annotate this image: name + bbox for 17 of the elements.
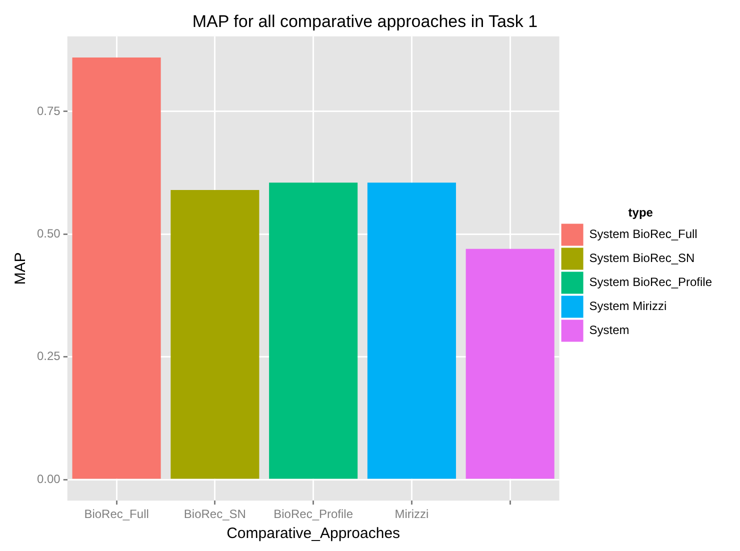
y-tick-label: 0.25 [36,349,61,364]
y-tick-label: 0.00 [36,472,61,486]
x-tick-label: BioRec_Full [84,507,149,522]
y-axis-title: MAP [12,252,30,285]
y-tick-label: 0.75 [36,104,61,118]
x-tick-label: BioRec_Profile [274,507,354,522]
legend-title: type [628,206,654,220]
legend-label: System BioRec_SN [589,251,695,266]
legend-label: System BioRec_Profile [589,275,712,290]
x-tick-label: BioRec_SN [184,507,246,522]
legend-label: System Mirizzi [589,299,667,314]
chart-title: MAP for all comparative approaches in Task 1 [192,12,538,31]
y-tick-label: 0.50 [36,226,61,240]
x-tick-label: Mirizzi [394,507,429,522]
x-axis-title: Comparative_Approaches [226,525,400,542]
legend-label: System [589,323,630,338]
legend-label: System BioRec_Full [589,227,698,242]
